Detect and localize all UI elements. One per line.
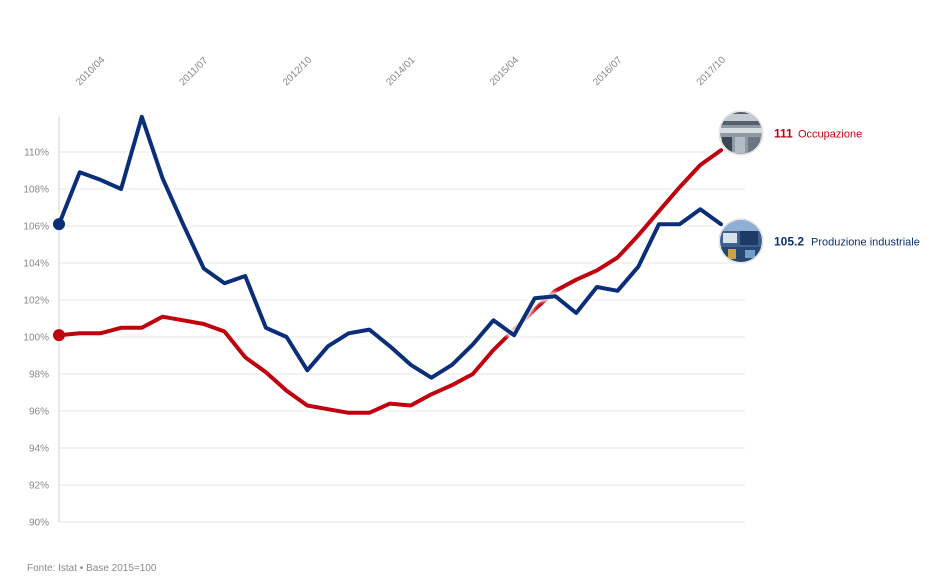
x-tick-label: 2016/07	[591, 54, 625, 88]
series-lines	[53, 112, 726, 418]
x-axis-ticks: 2010/04 2011/07 2012/10 2014/01 2015/04 2016/…	[74, 54, 728, 88]
y-tick-label: 98%	[29, 370, 49, 381]
produzione-photo-icon	[718, 218, 764, 264]
source-note: Fonte: Istat • Base 2015=100	[27, 563, 157, 574]
occupazione-photo-icon	[718, 110, 764, 156]
y-tick-label: 102%	[23, 296, 49, 307]
y-tick-label: 106%	[23, 222, 49, 233]
y-tick-label: 96%	[29, 407, 49, 418]
series-line-occupazione	[57, 148, 723, 415]
series-start-point	[53, 218, 65, 231]
y-tick-label: 100%	[23, 333, 49, 344]
y-tick-label: 110%	[24, 148, 49, 159]
x-tick-label: 2010/04	[74, 54, 108, 88]
x-tick-label: 2011/07	[177, 55, 210, 88]
x-tick-label: 2017/10	[695, 54, 729, 88]
produzione-end-value: 105.2	[774, 235, 804, 249]
grid-lines	[58, 116, 745, 523]
y-tick-label: 94%	[29, 444, 49, 455]
produzione-label: Produzione industriale	[811, 237, 920, 249]
y-tick-label: 104%	[23, 259, 49, 270]
y-axis-ticks: 90% 92% 94% 96% 98% 100% 102% 104% 106% 108% 110%	[23, 148, 49, 529]
occupazione-end-value: 111	[774, 127, 793, 141]
y-tick-label: 108%	[23, 185, 49, 196]
series-line-produzione-industriale	[57, 114, 723, 380]
y-tick-label: 90%	[29, 518, 49, 529]
x-tick-label: 2012/10	[281, 54, 315, 88]
x-tick-label: 2014/01	[384, 54, 418, 88]
x-tick-label: 2015/04	[488, 54, 522, 88]
occupazione-label: Occupazione	[798, 129, 862, 141]
series-start-point	[53, 329, 65, 342]
y-tick-label: 92%	[29, 481, 49, 492]
